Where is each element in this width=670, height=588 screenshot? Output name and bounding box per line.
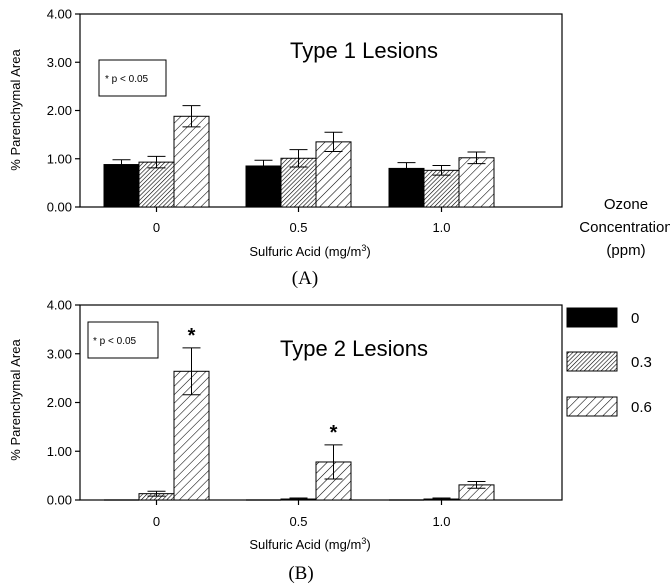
y-axis-label: % Parenchymal Area	[8, 49, 23, 171]
x-tick-label: 0.5	[289, 514, 307, 529]
legend-label: 0.6	[631, 399, 652, 416]
bar	[103, 164, 140, 208]
bar-group: **	[104, 325, 495, 501]
legend-label: 0.3	[631, 354, 652, 371]
significance-note: * p < 0.05	[93, 336, 137, 347]
y-tick-label: 0.00	[47, 493, 72, 508]
significance-star: *	[330, 422, 338, 444]
significance-note-box	[87, 321, 159, 359]
significance-note: * p < 0.05	[105, 74, 149, 85]
legend-title-line-2: Concentration	[579, 219, 670, 236]
legend-swatch	[566, 396, 618, 417]
bar	[423, 169, 460, 208]
bar	[245, 165, 282, 208]
y-tick-label: 3.00	[47, 55, 72, 70]
chart-panel-b: 0.001.002.003.004.00 0 0.5 1.0 ** Type 2 L…	[8, 298, 563, 584]
y-axis: 0.00 1.00 2.00 3.00 4.00	[47, 298, 80, 508]
y-tick-label: 2.00	[47, 395, 72, 410]
panel-title: Type 1 Lesions	[290, 38, 438, 63]
y-tick-label: 1.00	[47, 151, 72, 166]
x-tick-label: 0.5	[289, 220, 307, 235]
y-tick-label: 2.00	[47, 103, 72, 118]
bar-group	[103, 105, 495, 208]
y-tick-label: 0.00	[47, 200, 72, 215]
y-tick-label: 4.00	[47, 298, 72, 313]
x-axis: 0 0.5 1.0	[153, 207, 451, 235]
y-tick-label: 1.00	[47, 444, 72, 459]
panel-label: (B)	[288, 563, 313, 584]
significance-note-box	[98, 59, 167, 97]
legend: Ozone Concentration (ppm) 0 0.3 0.6	[566, 196, 670, 417]
bar	[173, 370, 210, 501]
legend-title-line-1: Ozone	[604, 196, 648, 213]
x-tick-label: 1.0	[432, 514, 450, 529]
x-axis: 0 0.5 1.0	[153, 500, 451, 529]
chart-panel-a: 0.00 1.00 2.00 3.00 4.00 0 0.5 1.0 Type 1 Lesi…	[8, 7, 563, 289]
bar	[458, 157, 495, 208]
significance-star: *	[188, 325, 196, 347]
x-tick-label: 0	[153, 514, 160, 529]
legend-label: 0	[631, 310, 639, 327]
x-tick-label: 1.0	[432, 220, 450, 235]
legend-title-line-3: (ppm)	[606, 242, 645, 259]
y-axis: 0.00 1.00 2.00 3.00 4.00	[47, 7, 80, 215]
x-axis-label: Sulfuric Acid (mg/m3)	[249, 243, 370, 259]
bar	[138, 161, 175, 208]
panel-label: (A)	[292, 268, 318, 289]
legend-swatch	[566, 351, 618, 372]
x-tick-label: 0	[153, 220, 160, 235]
panel-title: Type 2 Lesions	[280, 336, 428, 361]
x-axis-label: Sulfuric Acid (mg/m3)	[249, 536, 370, 552]
bar	[315, 141, 352, 208]
bar	[173, 115, 210, 208]
legend-swatch	[566, 307, 618, 328]
y-tick-label: 3.00	[47, 346, 72, 361]
y-tick-label: 4.00	[47, 7, 72, 22]
y-axis-label: % Parenchymal Area	[8, 339, 23, 461]
